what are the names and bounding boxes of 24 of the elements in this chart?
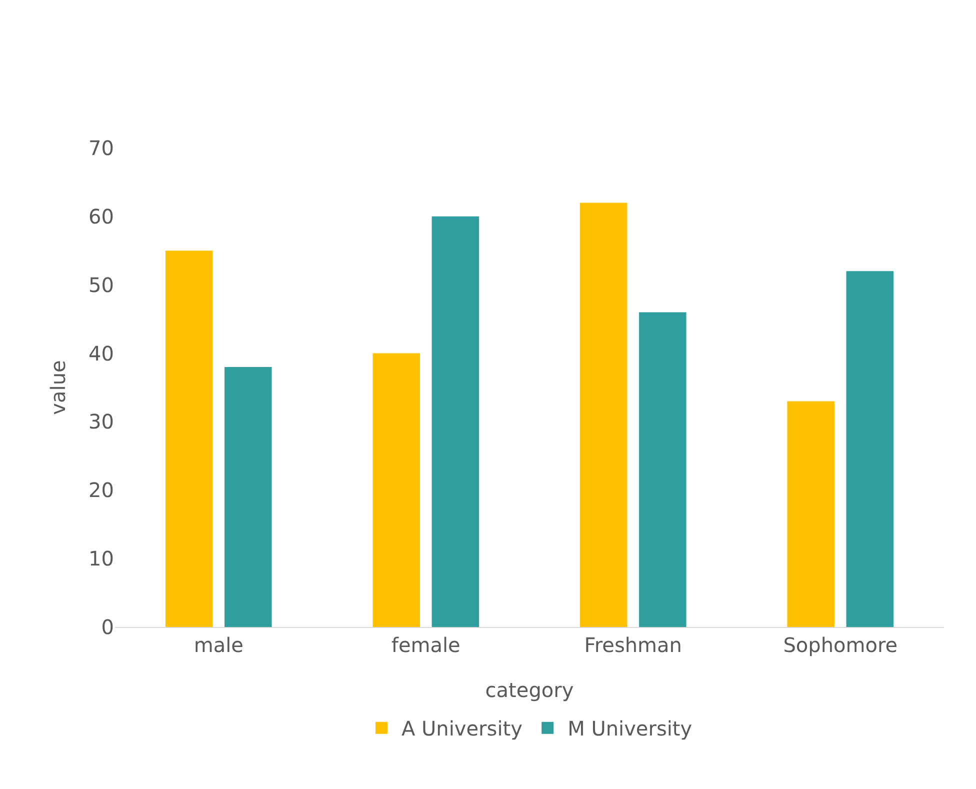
bar bbox=[165, 250, 213, 627]
bar bbox=[639, 312, 686, 627]
legend-label: A University bbox=[402, 716, 523, 741]
x-axis-title: category bbox=[485, 678, 574, 702]
x-tick-label: Freshman bbox=[584, 633, 682, 657]
bar bbox=[787, 401, 834, 627]
y-tick-label: 30 bbox=[88, 410, 114, 434]
x-tick-label: female bbox=[391, 633, 460, 657]
y-axis-title: value bbox=[46, 360, 70, 415]
y-tick-label: 0 bbox=[101, 615, 114, 639]
y-tick-label: 20 bbox=[88, 478, 114, 502]
y-tick-label: 50 bbox=[88, 272, 114, 297]
bar bbox=[580, 202, 628, 627]
y-tick-label: 10 bbox=[88, 546, 114, 571]
y-tick-label: 70 bbox=[88, 136, 114, 160]
bar bbox=[224, 366, 272, 627]
x-tick-label: Sophomore bbox=[783, 633, 898, 657]
x-tick-label: male bbox=[194, 633, 244, 657]
legend-label: M University bbox=[568, 716, 692, 741]
bar bbox=[372, 353, 420, 627]
y-tick-label: 40 bbox=[88, 341, 114, 366]
bar bbox=[846, 271, 894, 627]
bar bbox=[432, 216, 480, 627]
y-tick-label: 60 bbox=[88, 204, 114, 228]
